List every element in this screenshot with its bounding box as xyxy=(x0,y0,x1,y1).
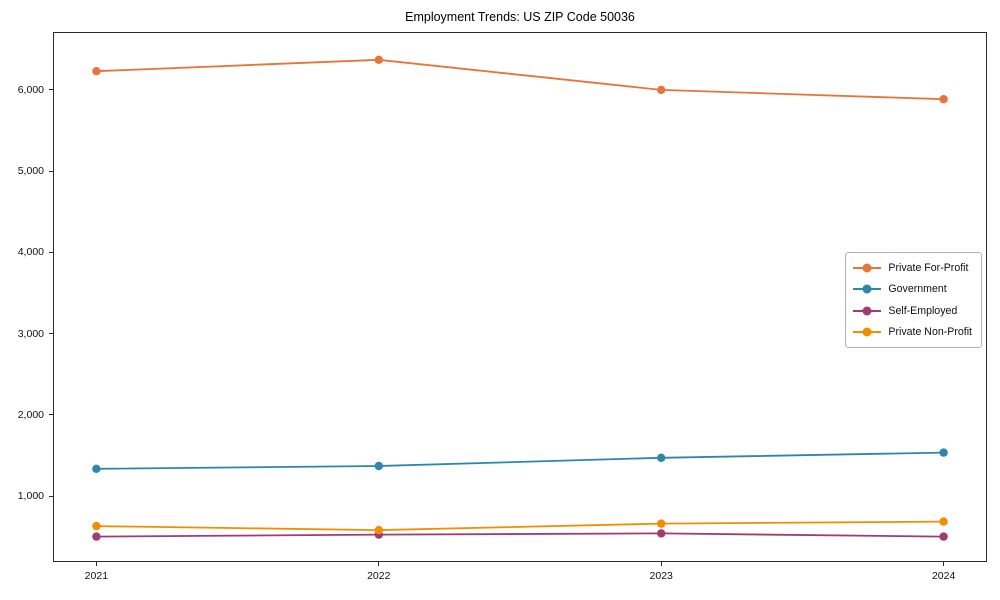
data-point-private-for-profit-2024 xyxy=(939,95,948,104)
legend-label: Private Non-Profit xyxy=(888,326,972,339)
legend-dot-icon xyxy=(862,327,872,337)
chart-title: Employment Trends: US ZIP Code 50036 xyxy=(405,10,635,24)
legend-line-marker-icon xyxy=(853,263,882,273)
data-point-private-for-profit-2022 xyxy=(374,55,383,64)
data-point-self-employed-2023 xyxy=(657,529,666,538)
legend-label: Private For-Profit xyxy=(888,261,969,274)
series-line-private-for-profit xyxy=(96,58,944,101)
legend-dot-icon xyxy=(862,306,872,316)
legend-label: Self-Employed xyxy=(888,304,958,317)
y-tick-mark xyxy=(49,414,53,416)
data-point-private-non-profit-2024 xyxy=(939,517,948,526)
plot-canvas xyxy=(92,55,948,541)
y-tick-label: 1,000 xyxy=(17,490,44,502)
series-line-government xyxy=(96,451,944,470)
legend-item-private-non-profit: Private Non-Profit xyxy=(853,322,972,344)
data-point-government-2021 xyxy=(92,464,101,473)
y-tick-mark xyxy=(49,170,53,172)
legend-label: Government xyxy=(888,283,947,296)
series-line-self-employed xyxy=(96,532,944,538)
y-tick-label: 5,000 xyxy=(17,165,44,178)
legend-item-self-employed: Self-Employed xyxy=(853,300,972,322)
series-line-private-non-profit xyxy=(96,520,944,532)
y-tick-mark xyxy=(49,333,53,335)
x-tick-label: 2023 xyxy=(649,570,673,582)
y-tick-mark xyxy=(49,495,53,497)
legend-dot-icon xyxy=(862,284,872,294)
data-point-self-employed-2024 xyxy=(939,532,948,541)
x-tick-mark xyxy=(95,562,97,566)
x-tick-mark xyxy=(660,562,662,566)
data-point-private-for-profit-2021 xyxy=(92,67,101,76)
y-tick-mark xyxy=(49,89,53,91)
y-tick-label: 2,000 xyxy=(17,408,44,421)
legend: Private For-Profit Government Self-Employe… xyxy=(845,252,982,348)
legend-item-private-for-profit: Private For-Profit xyxy=(853,257,972,279)
legend-line-marker-icon xyxy=(853,327,882,337)
data-point-private-non-profit-2022 xyxy=(374,525,383,535)
y-tick-label: 4,000 xyxy=(17,246,44,259)
x-tick-mark xyxy=(943,562,945,566)
data-point-government-2023 xyxy=(657,453,666,462)
data-point-private-for-profit-2023 xyxy=(657,85,666,95)
data-point-self-employed-2021 xyxy=(92,532,101,541)
y-tick-label: 3,000 xyxy=(17,327,44,340)
y-tick-label: 6,000 xyxy=(17,83,44,96)
legend-dot-icon xyxy=(862,263,872,273)
x-tick-label: 2024 xyxy=(931,570,956,582)
legend-item-government: Government xyxy=(853,279,972,301)
plot-area: Private For-Profit Government Self-Employe… xyxy=(53,32,987,562)
data-point-private-non-profit-2021 xyxy=(92,521,101,531)
legend-line-marker-icon xyxy=(853,306,882,316)
legend-line-marker-icon xyxy=(853,284,882,294)
data-point-private-non-profit-2023 xyxy=(657,519,666,528)
y-tick-mark xyxy=(49,251,53,253)
data-point-government-2022 xyxy=(374,461,383,471)
x-tick-mark xyxy=(378,562,380,566)
x-tick-label: 2022 xyxy=(367,570,391,582)
data-point-government-2024 xyxy=(939,448,948,457)
x-tick-label: 2021 xyxy=(84,570,109,582)
